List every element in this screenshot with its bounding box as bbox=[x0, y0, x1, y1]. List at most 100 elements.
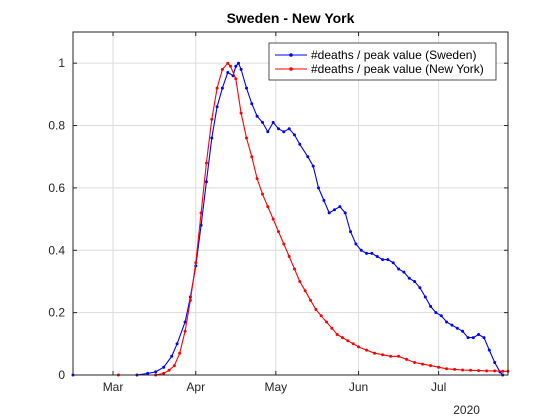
data-point bbox=[303, 289, 307, 293]
y-tick-label: 0.2 bbox=[48, 306, 65, 320]
data-point bbox=[199, 211, 203, 215]
data-point bbox=[215, 86, 219, 90]
data-point bbox=[375, 255, 379, 258]
data-point bbox=[167, 368, 171, 372]
data-point bbox=[293, 133, 296, 137]
data-point bbox=[423, 295, 427, 299]
series-layer bbox=[71, 61, 510, 377]
data-point bbox=[445, 320, 449, 324]
data-point bbox=[226, 61, 230, 65]
data-point bbox=[405, 357, 409, 361]
data-point bbox=[413, 280, 417, 283]
data-point bbox=[338, 205, 342, 209]
data-point bbox=[162, 365, 166, 369]
data-point bbox=[261, 192, 264, 196]
data-point bbox=[298, 280, 302, 283]
data-point bbox=[482, 336, 486, 340]
data-point bbox=[471, 336, 475, 340]
data-point bbox=[319, 314, 323, 318]
data-point bbox=[370, 251, 374, 255]
data-point bbox=[487, 348, 491, 352]
data-point bbox=[261, 120, 264, 124]
data-point bbox=[437, 365, 441, 369]
data-point bbox=[250, 155, 254, 159]
data-point bbox=[493, 369, 497, 373]
data-point bbox=[239, 111, 243, 115]
data-point bbox=[234, 77, 238, 81]
data-point bbox=[204, 180, 208, 184]
data-point bbox=[341, 336, 344, 340]
data-point bbox=[461, 368, 465, 372]
data-point bbox=[306, 155, 310, 159]
series-new-york bbox=[116, 61, 510, 377]
ticks: Mar Apr May Jun Jul 0 0.2 0.4 0.6 0.8 1 bbox=[48, 32, 508, 394]
data-point bbox=[210, 117, 214, 121]
legend-marker bbox=[289, 67, 293, 71]
data-point bbox=[413, 361, 417, 364]
data-point bbox=[351, 342, 355, 346]
data-point bbox=[245, 136, 248, 140]
y-tick-label: 1 bbox=[58, 56, 65, 70]
data-point bbox=[397, 267, 401, 271]
data-point bbox=[439, 314, 443, 318]
legend-label: #deaths / peak value (Sweden) bbox=[311, 48, 476, 62]
data-point bbox=[183, 320, 187, 324]
data-point bbox=[229, 64, 232, 68]
data-point bbox=[322, 198, 326, 202]
data-point bbox=[325, 320, 328, 324]
data-point bbox=[239, 67, 243, 71]
data-point bbox=[317, 186, 320, 190]
data-point bbox=[309, 298, 312, 302]
data-point bbox=[373, 351, 377, 355]
data-point bbox=[381, 258, 385, 262]
data-point bbox=[266, 130, 270, 134]
data-point bbox=[429, 304, 433, 308]
data-point bbox=[282, 242, 286, 246]
data-point bbox=[172, 364, 176, 368]
data-point bbox=[407, 276, 411, 280]
data-point bbox=[293, 267, 296, 271]
data-point bbox=[357, 345, 361, 349]
x-tick-label: Apr bbox=[186, 380, 205, 394]
data-point bbox=[255, 177, 259, 181]
legend: #deaths / peak value (Sweden)#deaths / p… bbox=[268, 42, 497, 81]
data-point bbox=[327, 211, 331, 215]
data-point bbox=[234, 64, 238, 68]
data-point bbox=[215, 105, 219, 109]
data-point bbox=[501, 369, 505, 373]
data-point bbox=[188, 298, 192, 302]
data-point bbox=[271, 120, 275, 124]
data-point bbox=[365, 348, 369, 352]
data-point bbox=[220, 86, 224, 90]
data-point bbox=[455, 326, 459, 330]
data-point bbox=[434, 311, 438, 315]
data-point bbox=[210, 136, 214, 140]
x-tick-label: May bbox=[264, 380, 287, 394]
axes-box bbox=[72, 31, 509, 376]
data-point bbox=[162, 371, 166, 375]
data-point bbox=[493, 361, 497, 364]
data-point bbox=[175, 342, 179, 346]
data-point bbox=[226, 71, 230, 74]
series-sweden bbox=[71, 61, 505, 377]
data-point bbox=[389, 354, 393, 358]
data-point bbox=[335, 333, 339, 336]
data-point bbox=[282, 130, 286, 134]
data-point bbox=[314, 308, 318, 311]
data-point bbox=[255, 114, 259, 118]
data-point bbox=[477, 333, 481, 336]
data-point bbox=[445, 367, 449, 371]
legend-box bbox=[268, 42, 497, 81]
data-point bbox=[311, 164, 315, 168]
data-point bbox=[429, 364, 433, 368]
data-point bbox=[154, 370, 158, 374]
data-point bbox=[450, 323, 454, 327]
y-tick-label: 0.4 bbox=[48, 243, 65, 257]
data-point bbox=[178, 351, 182, 355]
data-point bbox=[359, 248, 363, 252]
data-point bbox=[266, 205, 270, 209]
x-year-label: 2020 bbox=[453, 403, 480, 417]
data-point bbox=[402, 270, 406, 274]
data-point bbox=[250, 102, 254, 106]
data-point bbox=[183, 329, 187, 333]
